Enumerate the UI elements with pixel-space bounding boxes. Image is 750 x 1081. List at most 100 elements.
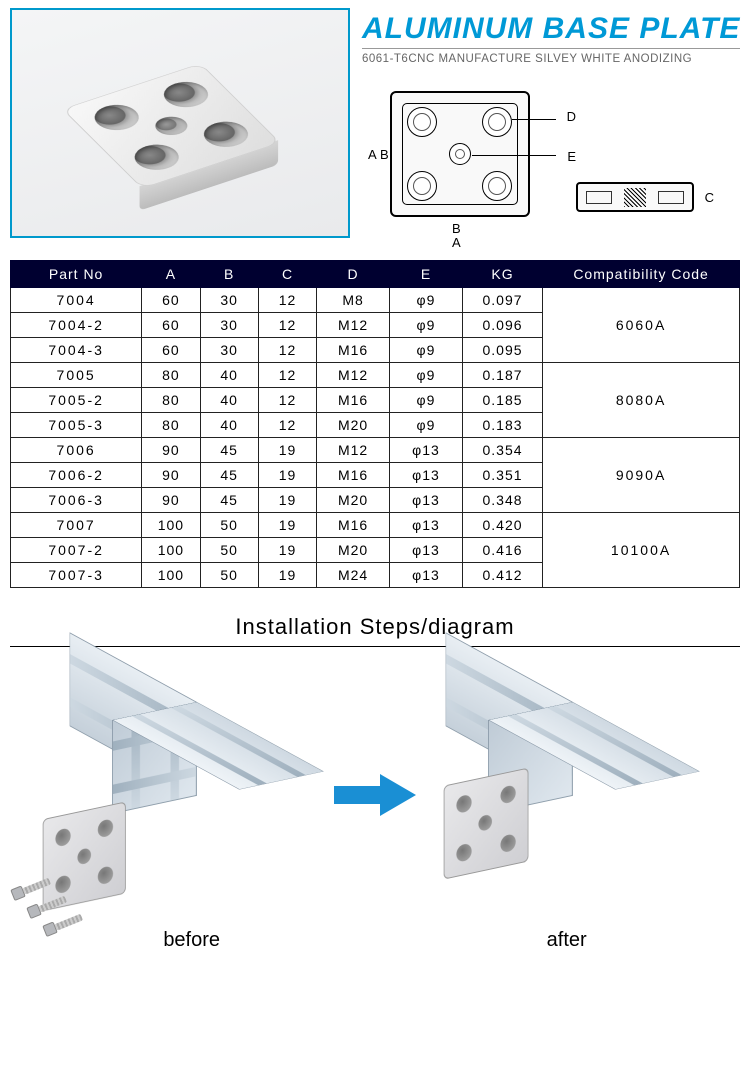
table-row: 7006904519M12φ130.3549090A [11, 438, 740, 463]
table-cell: 60 [142, 313, 200, 338]
before-label: before [163, 929, 220, 952]
table-cell: φ13 [390, 513, 463, 538]
table-cell: 7007-3 [11, 563, 142, 588]
table-cell: 7006-3 [11, 488, 142, 513]
install-after-diagram [433, 665, 733, 925]
dim-label-b2: B [452, 221, 461, 236]
table-cell: M20 [317, 538, 390, 563]
table-row: 7005804012M12φ90.1878080A [11, 363, 740, 388]
page-subtitle: 6061-T6CNC MANUFACTURE SILVEY WHITE ANOD… [362, 48, 740, 65]
table-cell: 7005-3 [11, 413, 142, 438]
table-cell: 50 [200, 513, 258, 538]
table-cell: 50 [200, 538, 258, 563]
table-cell: 0.348 [462, 488, 542, 513]
dim-label-c: C [705, 190, 714, 205]
table-cell: 0.420 [462, 513, 542, 538]
table-cell: 7006-2 [11, 463, 142, 488]
table-cell: 19 [258, 463, 316, 488]
install-before-diagram [17, 665, 317, 925]
table-header: KG [462, 261, 542, 288]
table-cell: φ13 [390, 488, 463, 513]
dim-label-a: A [368, 147, 377, 162]
table-cell: 12 [258, 288, 316, 313]
table-header: E [390, 261, 463, 288]
table-cell: M20 [317, 488, 390, 513]
table-cell: 0.096 [462, 313, 542, 338]
table-cell: 7004-2 [11, 313, 142, 338]
after-label: after [547, 929, 587, 952]
table-cell: φ13 [390, 438, 463, 463]
table-header: D [317, 261, 390, 288]
table-cell: φ9 [390, 413, 463, 438]
table-header: Compatibility Code [543, 261, 740, 288]
table-cell: M16 [317, 388, 390, 413]
table-header: A [142, 261, 200, 288]
table-cell: 7004-3 [11, 338, 142, 363]
table-cell: φ9 [390, 388, 463, 413]
table-cell: 19 [258, 538, 316, 563]
spec-table: Part NoABCDEKGCompatibility Code 7004603… [10, 260, 740, 588]
table-row: 70071005019M16φ130.42010100A [11, 513, 740, 538]
table-cell: 0.412 [462, 563, 542, 588]
table-cell: 12 [258, 338, 316, 363]
table-cell: 0.416 [462, 538, 542, 563]
table-cell: 30 [200, 313, 258, 338]
table-cell: 60 [142, 288, 200, 313]
table-cell: 0.095 [462, 338, 542, 363]
product-photo [10, 8, 350, 238]
dim-label-b: B [380, 147, 389, 162]
table-cell: φ13 [390, 563, 463, 588]
table-cell: 50 [200, 563, 258, 588]
compat-cell: 6060A [543, 288, 740, 363]
table-cell: 0.187 [462, 363, 542, 388]
table-cell: 7005 [11, 363, 142, 388]
dim-label-d: D [567, 109, 576, 124]
table-cell: 19 [258, 488, 316, 513]
table-cell: M12 [317, 313, 390, 338]
table-cell: M12 [317, 363, 390, 388]
table-cell: φ9 [390, 363, 463, 388]
compat-cell: 9090A [543, 438, 740, 513]
table-cell: M24 [317, 563, 390, 588]
table-cell: 80 [142, 413, 200, 438]
table-cell: φ9 [390, 338, 463, 363]
table-row: 7004603012M8φ90.0976060A [11, 288, 740, 313]
table-cell: 0.354 [462, 438, 542, 463]
table-cell: 90 [142, 463, 200, 488]
compat-cell: 10100A [543, 513, 740, 588]
table-cell: φ9 [390, 313, 463, 338]
table-header: B [200, 261, 258, 288]
table-cell: 100 [142, 563, 200, 588]
table-cell: 40 [200, 413, 258, 438]
table-cell: 90 [142, 488, 200, 513]
table-cell: M16 [317, 513, 390, 538]
table-cell: 7006 [11, 438, 142, 463]
table-cell: 12 [258, 363, 316, 388]
table-cell: 0.351 [462, 463, 542, 488]
dim-label-a2: A [452, 235, 461, 250]
dim-label-e: E [567, 149, 576, 164]
table-cell: 12 [258, 313, 316, 338]
compat-cell: 8080A [543, 363, 740, 438]
table-cell: 19 [258, 438, 316, 463]
divider [10, 646, 740, 647]
technical-drawing: A B A B D E C [362, 79, 740, 234]
page-title: ALUMINUM BASE PLATE [362, 12, 740, 46]
arrow-icon [330, 770, 420, 820]
table-cell: 45 [200, 438, 258, 463]
table-cell: 80 [142, 363, 200, 388]
table-cell: 19 [258, 513, 316, 538]
table-cell: 30 [200, 338, 258, 363]
table-cell: 90 [142, 438, 200, 463]
table-cell: 7004 [11, 288, 142, 313]
table-cell: 7005-2 [11, 388, 142, 413]
table-header: C [258, 261, 316, 288]
table-cell: 30 [200, 288, 258, 313]
table-cell: 45 [200, 463, 258, 488]
table-cell: 12 [258, 388, 316, 413]
table-cell: 0.183 [462, 413, 542, 438]
table-cell: 45 [200, 488, 258, 513]
table-cell: 60 [142, 338, 200, 363]
table-header: Part No [11, 261, 142, 288]
table-cell: 7007 [11, 513, 142, 538]
